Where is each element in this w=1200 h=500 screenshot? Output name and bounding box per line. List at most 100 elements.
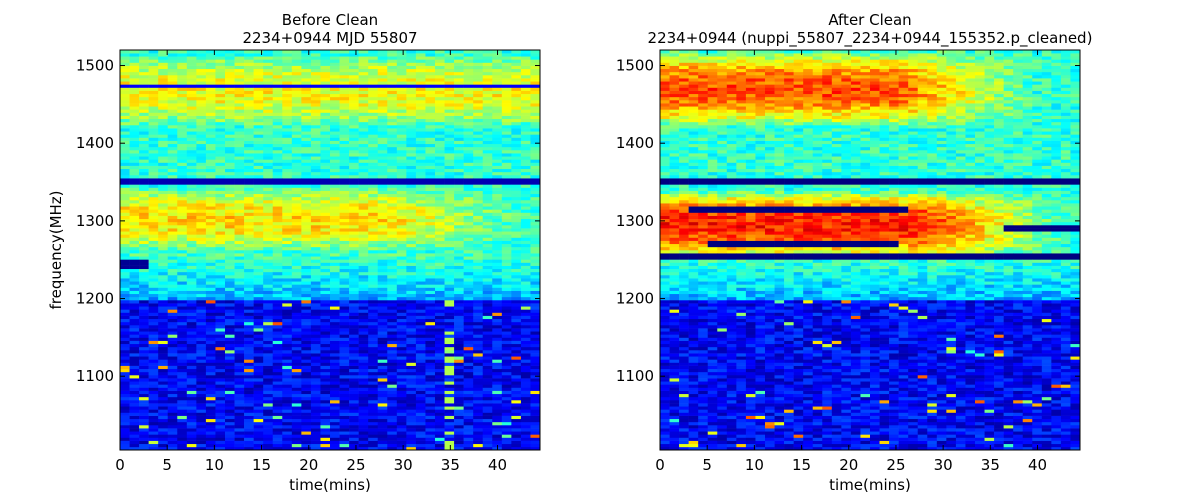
heatmap-cell xyxy=(349,275,359,279)
heatmap-cell xyxy=(234,159,245,163)
heatmap-cell xyxy=(129,406,140,410)
heatmap-cell xyxy=(435,75,445,79)
heatmap-cell xyxy=(330,418,340,423)
heatmap-cell xyxy=(167,168,178,173)
heatmap-cell xyxy=(406,193,417,198)
heatmap-cell xyxy=(339,440,350,445)
heatmap-cell xyxy=(339,412,350,416)
heatmap-cell xyxy=(158,112,169,116)
heatmap-cell xyxy=(263,265,274,270)
heatmap-cell xyxy=(263,175,274,179)
heatmap-cell xyxy=(167,250,178,254)
heatmap-cell xyxy=(120,84,130,88)
heatmap-cell xyxy=(330,90,340,95)
heatmap-cell xyxy=(234,96,245,101)
heatmap-cell xyxy=(234,125,245,129)
heatmap-cell xyxy=(120,50,130,54)
heatmap-cell xyxy=(473,68,484,73)
heatmap-cell xyxy=(473,412,484,416)
heatmap-cell xyxy=(473,321,484,326)
heatmap-cell xyxy=(368,137,379,141)
heatmap-cell xyxy=(444,71,455,76)
heatmap-cell xyxy=(320,200,331,204)
heatmap-cell xyxy=(167,331,178,335)
heatmap-cell xyxy=(425,359,436,363)
heatmap-cell xyxy=(196,259,207,263)
heatmap-cell xyxy=(396,440,407,445)
heatmap-cell xyxy=(177,196,188,201)
heatmap-cell xyxy=(120,431,130,435)
heatmap-cell xyxy=(196,359,207,363)
heatmap-cell xyxy=(263,328,274,332)
heatmap-cell xyxy=(444,443,455,448)
heatmap-cell xyxy=(330,168,340,173)
heatmap-cell xyxy=(425,365,436,370)
heatmap-cell xyxy=(225,246,235,251)
heatmap-cell xyxy=(196,212,207,216)
heatmap-cell xyxy=(205,175,216,179)
heatmap-cell xyxy=(215,353,226,357)
heatmap-cell xyxy=(282,428,293,432)
heatmap-cell xyxy=(225,237,235,241)
heatmap-cell xyxy=(482,228,493,232)
heatmap-cell xyxy=(358,243,369,248)
heatmap-cell xyxy=(425,100,436,104)
heatmap-cell xyxy=(225,409,235,413)
heatmap-cell xyxy=(387,309,398,313)
heatmap-cell xyxy=(473,259,484,263)
heatmap-cell xyxy=(301,406,312,410)
heatmap-cell xyxy=(215,168,226,173)
heatmap-cell xyxy=(339,109,350,113)
heatmap-cell xyxy=(320,321,331,326)
heatmap-cell xyxy=(425,256,436,260)
heatmap-cell xyxy=(330,78,340,82)
heatmap-cell xyxy=(463,406,474,410)
heatmap-cell xyxy=(225,437,235,441)
heatmap-cell xyxy=(120,181,130,185)
heatmap-cell xyxy=(253,228,264,232)
heatmap-cell xyxy=(139,375,149,379)
heatmap-cell xyxy=(234,403,245,407)
heatmap-cell xyxy=(167,350,178,354)
heatmap-cell xyxy=(454,196,464,201)
heatmap-cell xyxy=(396,393,407,398)
heatmap-cell xyxy=(291,62,302,66)
heatmap-cell xyxy=(225,243,235,248)
heatmap-cell xyxy=(473,184,484,188)
heatmap-cell xyxy=(463,140,474,145)
heatmap-cell xyxy=(263,62,274,66)
heatmap-cell xyxy=(349,340,359,345)
heatmap-cell xyxy=(215,403,226,407)
heatmap-cell xyxy=(339,356,350,360)
heatmap-cell xyxy=(158,421,169,426)
heatmap-cell xyxy=(167,237,178,241)
heatmap-cell xyxy=(377,406,388,410)
heatmap-cell xyxy=(196,253,207,257)
heatmap-cell xyxy=(263,403,274,407)
heatmap-cell xyxy=(473,359,484,363)
heatmap-cell xyxy=(234,431,245,435)
heatmap-cell xyxy=(320,146,331,151)
heatmap-cell xyxy=(272,359,283,363)
heatmap-cell xyxy=(435,234,445,238)
heatmap-cell xyxy=(301,353,312,357)
heatmap-cell xyxy=(463,200,474,204)
heatmap-cell xyxy=(291,290,302,295)
heatmap-cell xyxy=(205,206,216,210)
heatmap-cell xyxy=(339,243,350,248)
heatmap-cell xyxy=(454,378,464,382)
heatmap-cell xyxy=(244,378,254,382)
heatmap-cell xyxy=(396,134,407,138)
heatmap-cell xyxy=(177,418,188,423)
heatmap-cell xyxy=(330,221,340,226)
heatmap-cell xyxy=(444,437,455,441)
heatmap-cell xyxy=(482,178,493,182)
heatmap-cell xyxy=(225,196,235,201)
heatmap-cell xyxy=(177,350,188,354)
heatmap-cell xyxy=(435,278,445,282)
heatmap-cell xyxy=(148,381,159,385)
heatmap-cell xyxy=(253,290,264,295)
heatmap-cell xyxy=(310,125,321,129)
heatmap-cell xyxy=(415,346,426,351)
heatmap-cell xyxy=(253,368,264,373)
